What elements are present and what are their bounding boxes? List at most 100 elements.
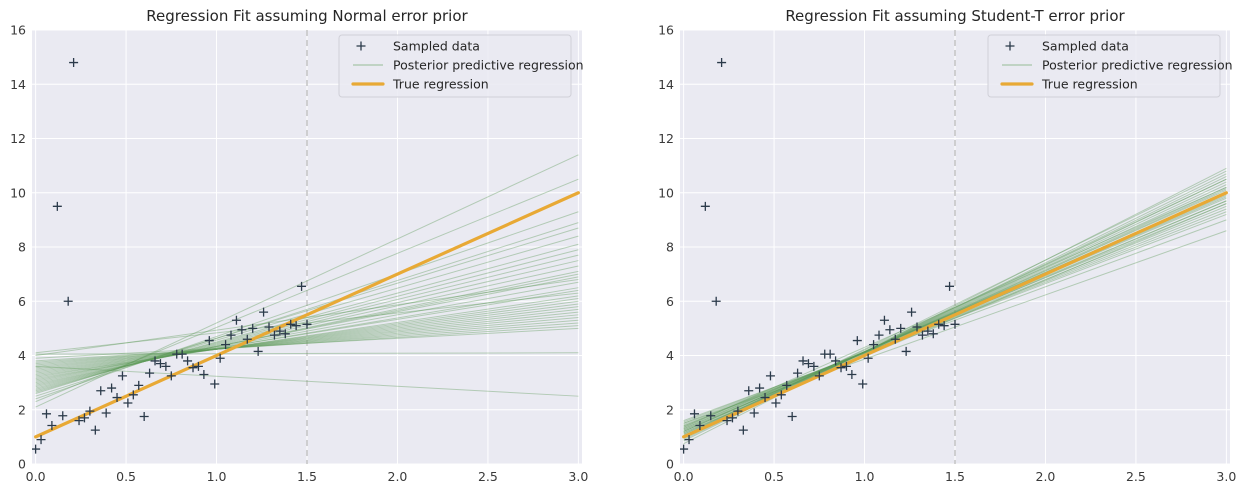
posterior-regression-line [35, 319, 579, 365]
data-point [760, 393, 770, 403]
data-point [939, 321, 949, 331]
legend-marker-sampled [1005, 41, 1015, 51]
data-point [259, 307, 269, 317]
posterior-regression-line [35, 295, 579, 377]
data-point [945, 281, 955, 291]
posterior-regression-line [35, 222, 579, 397]
data-point [199, 369, 209, 379]
x-tick-label: 1.5 [297, 469, 317, 484]
y-tick-label: 2 [666, 402, 674, 417]
posterior-regression-line [35, 365, 579, 397]
data-point [96, 386, 106, 396]
data-point [765, 371, 775, 381]
data-point [47, 420, 57, 430]
data-point [738, 425, 748, 435]
data-point [749, 408, 759, 418]
posterior-regression-line [35, 306, 579, 371]
y-tick-label: 6 [666, 294, 674, 309]
legend-label: True regression [1041, 77, 1138, 92]
data-point [242, 334, 252, 344]
x-tick-label: 1.5 [945, 469, 965, 484]
legend: Sampled data Posterior predictive regress… [338, 34, 584, 98]
legend: Sampled data Posterior predictive regress… [987, 34, 1233, 98]
data-point [210, 379, 220, 389]
data-point [950, 319, 960, 329]
posterior-regression-line [35, 300, 579, 374]
x-tick-label: 2.0 [1036, 469, 1056, 484]
data-point [302, 319, 312, 329]
data-point [744, 386, 754, 396]
data-point [297, 281, 307, 291]
sampled-data [32, 58, 312, 454]
data-point [706, 411, 716, 421]
posterior-regression-line [683, 188, 1227, 435]
posterior-regression-line [35, 322, 579, 363]
data-point [248, 323, 258, 333]
data-point [793, 368, 803, 378]
x-tick-label: 2.5 [478, 469, 498, 484]
legend-box [338, 34, 572, 98]
posterior-regression-line [35, 289, 579, 378]
data-point [155, 359, 165, 369]
legend-box [987, 34, 1221, 98]
data-point [809, 361, 819, 371]
x-tick-label: 3.0 [568, 469, 588, 484]
legend-label: Sampled data [1042, 39, 1129, 54]
y-tick-label: 16 [658, 23, 674, 38]
data-point [101, 408, 111, 418]
data-point [188, 363, 198, 373]
data-point [771, 398, 781, 408]
data-point [814, 371, 824, 381]
data-point [711, 296, 721, 306]
y-tick-label: 10 [658, 185, 674, 200]
data-point [58, 411, 68, 421]
posterior-regression-line [683, 213, 1227, 423]
chart-normal-error-prior: Regression Fit assuming Normal error pri… [10, 7, 588, 484]
data-point [879, 315, 889, 325]
y-tick-label: 12 [10, 131, 26, 146]
posterior-regression-line [35, 279, 579, 356]
posterior-regression-line [683, 189, 1227, 434]
chart-title: Regression Fit assuming Student-T error … [785, 7, 1125, 25]
data-point [863, 353, 873, 363]
x-tick-label: 1.0 [855, 469, 875, 484]
posterior-regression-line [35, 154, 579, 408]
data-point [917, 330, 927, 340]
posterior-regression-line [35, 325, 579, 362]
x-tick-label: 3.0 [1216, 469, 1236, 484]
data-point [803, 359, 813, 369]
data-point [193, 361, 203, 371]
true-regression-line [34, 191, 580, 439]
posterior-regression-line [35, 276, 579, 382]
y-tick-label: 8 [18, 240, 26, 255]
posterior-regression-line [35, 298, 579, 375]
posterior-regression-line [683, 186, 1227, 428]
posterior-regression-line [35, 178, 579, 403]
posterior-regression-line [35, 303, 579, 373]
posterior-regression-line [35, 243, 579, 392]
x-tick-label: 0.0 [674, 469, 694, 484]
data-point [825, 349, 835, 359]
data-point [841, 361, 851, 371]
posterior-regression-line [683, 211, 1227, 424]
posterior-regression-line [683, 196, 1227, 430]
x-tick-label: 0.5 [116, 469, 136, 484]
data-point [161, 361, 171, 371]
data-point [787, 412, 797, 422]
y-tick-label: 14 [658, 77, 674, 92]
legend-marker-sampled [356, 41, 366, 51]
data-point [928, 329, 938, 339]
posterior-regression-line [35, 227, 579, 394]
x-tick-label: 0.5 [764, 469, 784, 484]
data-point [798, 356, 808, 366]
data-point [885, 325, 895, 335]
posterior-lines [35, 154, 579, 408]
chart-student-t-error-prior: Regression Fit assuming Student-T error … [658, 7, 1236, 484]
data-point [128, 390, 138, 400]
x-tick-label: 2.5 [1126, 469, 1146, 484]
data-point [74, 416, 84, 426]
posterior-regression-line [35, 317, 579, 366]
data-point [727, 413, 737, 423]
data-point [253, 346, 263, 356]
